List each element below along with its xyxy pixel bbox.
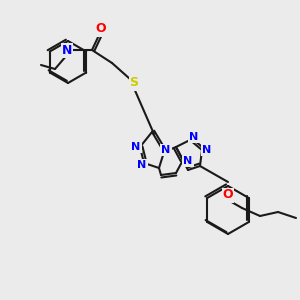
Text: N: N [202, 145, 211, 155]
Text: N: N [62, 44, 72, 56]
Text: N: N [131, 142, 141, 152]
Text: N: N [189, 132, 199, 142]
Text: O: O [96, 22, 106, 35]
Text: N: N [183, 156, 193, 166]
Text: N: N [137, 160, 147, 170]
Text: O: O [223, 188, 233, 202]
Text: S: S [130, 76, 139, 89]
Text: N: N [161, 145, 171, 155]
